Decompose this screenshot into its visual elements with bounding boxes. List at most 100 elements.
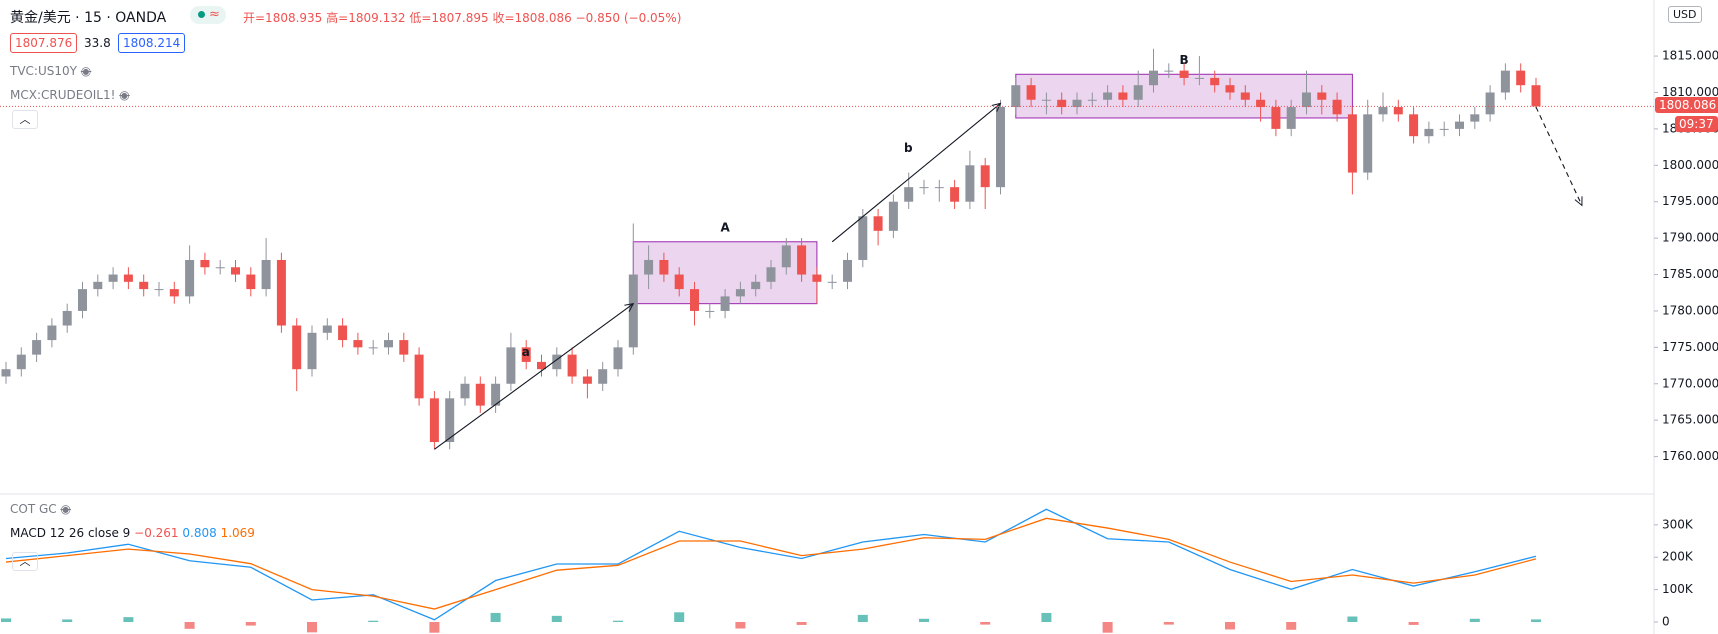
candle-body <box>1256 99 1266 108</box>
currency-label[interactable]: USD <box>1668 6 1702 23</box>
candle-body <box>62 310 72 326</box>
candle-body <box>1118 92 1128 100</box>
candle-body <box>1455 121 1464 129</box>
candle-body <box>1516 70 1526 86</box>
candle-body <box>751 281 761 290</box>
candle-body <box>934 187 944 189</box>
trend-label: a <box>522 345 530 359</box>
macd-readout: 0.808 <box>182 526 217 540</box>
candle-body <box>47 325 57 341</box>
histogram-bar <box>919 618 929 623</box>
candle-body <box>414 354 424 399</box>
high-readout: 高=1809.132 <box>326 11 406 25</box>
candle-body <box>506 347 516 384</box>
hidden-indicator[interactable]: TVC:US10Y ◉ <box>10 64 92 78</box>
histogram-bar <box>245 622 256 626</box>
macd-title: MACD 12 26 close 9 <box>10 526 131 540</box>
candle-body <box>537 361 546 370</box>
collapse-button[interactable]: ︿ <box>12 552 38 571</box>
indicator-name: TVC:US10Y <box>10 64 77 78</box>
histogram-bar <box>796 622 807 625</box>
candle-body <box>1164 70 1174 72</box>
candle-body <box>16 354 26 370</box>
candle-body <box>460 383 470 399</box>
candle-body <box>766 267 776 282</box>
candle-body <box>1439 128 1449 130</box>
hidden-indicator[interactable]: COT GC ◉ <box>10 502 71 516</box>
candle-body <box>980 165 990 188</box>
open-readout: 开=1808.935 <box>243 11 323 25</box>
candle-body <box>1302 92 1311 108</box>
candle-body <box>93 281 103 290</box>
y-tick-label: 1815.000 <box>1662 49 1718 63</box>
candle-body <box>888 201 898 231</box>
candle-body <box>812 274 822 282</box>
candle-body <box>873 216 883 231</box>
histogram-bar <box>1225 622 1235 630</box>
status-badge[interactable]: ≈ <box>190 6 226 24</box>
candle-body <box>598 369 608 384</box>
histogram-bar <box>1347 616 1358 623</box>
macd-legend: MACD 12 26 close 9 −0.261 0.808 1.069 <box>10 526 255 540</box>
trend-line <box>1535 106 1583 206</box>
arrow-head <box>991 102 1002 112</box>
hidden-indicator[interactable]: MCX:CRUDEOIL1! ◉ <box>10 88 130 102</box>
candle-body <box>1179 70 1189 78</box>
buy-price[interactable]: 1808.214 <box>118 33 186 53</box>
candle-body <box>185 259 195 297</box>
ohlc-readout: 开=1808.935 高=1809.132 低=1807.895 收=1808.… <box>243 9 681 26</box>
candle-body <box>705 310 715 312</box>
candle-body <box>1393 107 1403 115</box>
y-tick-label: 200K <box>1662 550 1694 564</box>
candle-body <box>1485 92 1495 115</box>
histogram-bar <box>1531 619 1541 623</box>
candle-body <box>904 187 914 202</box>
y-tick-label: 0 <box>1662 615 1670 629</box>
candle-body <box>1011 85 1021 108</box>
trend-line <box>831 102 1001 243</box>
candle-body <box>1531 85 1541 107</box>
last-price-label: 1808.086 <box>1655 97 1718 114</box>
candle-body <box>1378 107 1388 115</box>
y-tick-label: 300K <box>1662 517 1694 531</box>
interval: 15 <box>84 10 102 26</box>
candle-body <box>552 354 562 370</box>
candle-body <box>1271 107 1281 129</box>
collapse-button[interactable]: ︿ <box>12 110 38 129</box>
candle-body <box>1332 99 1342 115</box>
candle-body <box>338 325 348 341</box>
candle-body <box>123 274 133 282</box>
candle-body <box>78 289 87 311</box>
candle-body <box>1317 92 1327 100</box>
sell-price[interactable]: 1807.876 <box>10 33 78 53</box>
candle-body <box>674 274 684 290</box>
histogram-bar <box>1286 622 1297 630</box>
candle-body <box>1225 85 1235 93</box>
candle-body <box>720 296 730 311</box>
y-tick-label: 100K <box>1662 582 1694 596</box>
histogram-bar <box>1102 622 1113 633</box>
y-tick-label: 1770.000 <box>1662 376 1718 390</box>
candle-body <box>322 325 332 333</box>
candle-body <box>231 267 240 275</box>
y-tick-label: 1800.000 <box>1662 158 1718 172</box>
box-label: B <box>1180 53 1189 67</box>
histogram-bar <box>368 620 379 623</box>
candle-body <box>215 267 225 269</box>
candle-body <box>1026 85 1036 100</box>
candle-body <box>353 340 363 348</box>
trend-line <box>434 303 634 450</box>
candle-body <box>1103 92 1113 100</box>
histogram-bar <box>857 614 868 623</box>
candle-body <box>1470 114 1480 122</box>
candle-body <box>292 325 302 370</box>
candle-body <box>1149 70 1158 86</box>
candle-body <box>858 216 868 260</box>
candle-body <box>139 281 149 290</box>
candle-body <box>827 281 837 283</box>
y-tick-label: 1810.000 <box>1662 85 1718 99</box>
candle-body <box>582 376 592 384</box>
arrow-head <box>624 302 635 312</box>
